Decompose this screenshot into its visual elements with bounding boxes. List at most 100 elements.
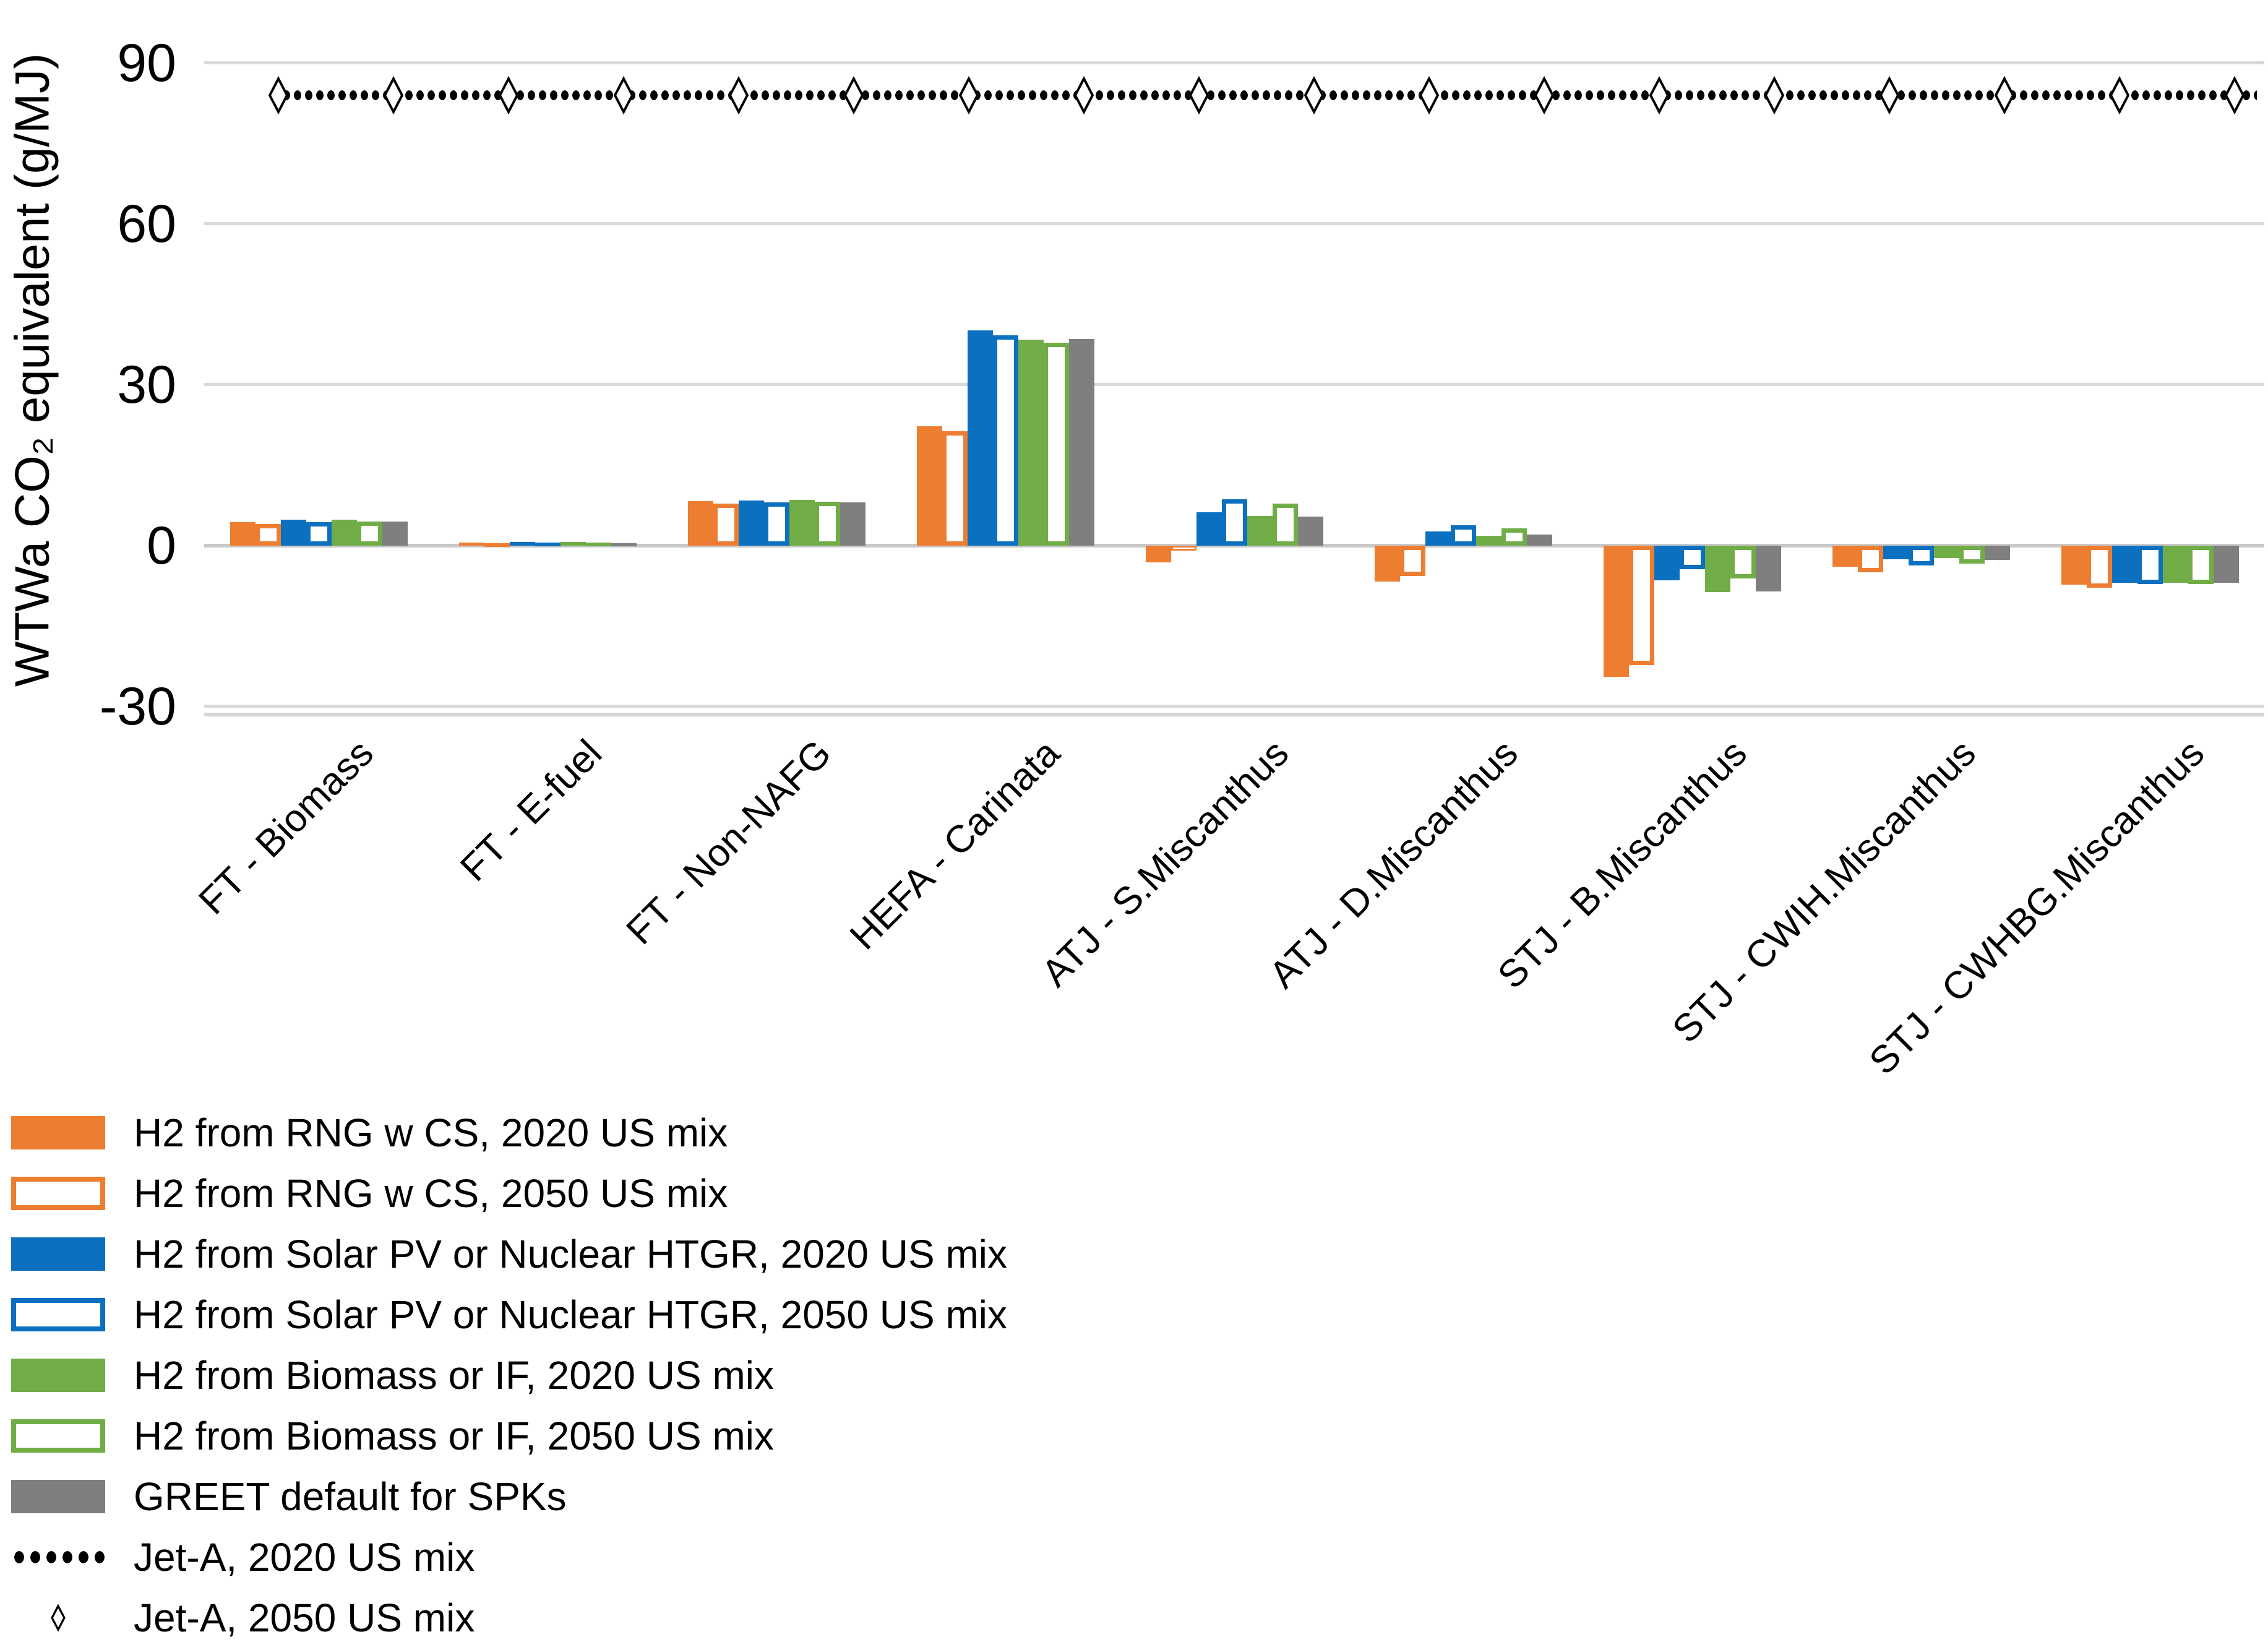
legend: H2 from RNG w CS, 2020 US mix H2 from RNG… (11, 1102, 1434, 1648)
bar (763, 502, 789, 546)
jet-a-2050-diamond-marker (498, 75, 519, 115)
y-tick-label: 60 (117, 194, 176, 254)
x-axis-label: HEFA - Carinata (841, 731, 1068, 958)
legend-item: GREET default for SPKs (11, 1466, 1434, 1527)
bar (992, 335, 1018, 546)
jet-a-2050-diamond-marker (958, 75, 979, 115)
bar (967, 330, 993, 546)
jet-a-2050-diamond-marker (1994, 75, 2015, 115)
bar (1730, 546, 1756, 578)
x-axis-label: STJ - B.Miscanthus (1489, 731, 1755, 997)
bar (1704, 546, 1730, 592)
bar (306, 522, 332, 546)
bar (1297, 517, 1323, 546)
legend-item: H2 from Solar PV or Nuclear HTGR, 2050 U… (11, 1284, 1434, 1345)
bar (1043, 343, 1069, 546)
jet-a-2050-diamond-marker (1534, 75, 1555, 115)
legend-label: H2 from RNG w CS, 2020 US mix (134, 1111, 728, 1155)
bar (484, 543, 510, 547)
bar (713, 503, 739, 546)
bar (1399, 546, 1425, 576)
legend-label: H2 from Biomass or IF, 2020 US mix (134, 1353, 774, 1398)
bar (1883, 546, 1909, 559)
legend-dotted-line-icon (11, 1551, 105, 1563)
gridline-0 (204, 544, 2264, 548)
x-axis-label: ATJ - S.Miscanthus (1033, 731, 1297, 995)
legend-label: Jet-A, 2050 US mix (134, 1596, 475, 1640)
bar (458, 542, 484, 546)
bar (230, 522, 256, 546)
jet-a-2050-diamond-marker (1188, 75, 1209, 115)
bar (1755, 546, 1781, 591)
jet-a-2050-diamond-marker (728, 75, 749, 115)
legend-item: Jet-A, 2020 US mix (11, 1527, 1434, 1588)
legend-label: H2 from Biomass or IF, 2050 US mix (134, 1414, 774, 1458)
bar (2061, 546, 2087, 585)
bar (1018, 340, 1044, 546)
gridline--30 (204, 705, 2264, 708)
bar (356, 521, 382, 546)
legend-swatch-solid (11, 1480, 105, 1513)
bar (2213, 546, 2239, 583)
bar (611, 543, 637, 546)
y-tick-label: 30 (117, 354, 176, 415)
bar (1145, 546, 1171, 562)
legend-swatch-hollow (11, 1177, 105, 1210)
bar (1857, 546, 1883, 573)
bar (535, 542, 561, 546)
gridline-30 (204, 382, 2264, 386)
bar (280, 520, 306, 546)
legend-item: H2 from Biomass or IF, 2020 US mix (11, 1345, 1434, 1406)
x-axis-label: FT - E-fuel (452, 731, 611, 890)
bar (1679, 546, 1705, 570)
bar (840, 502, 866, 546)
diamond-icon (51, 1604, 66, 1632)
legend-item: Jet-A, 2050 US mix (11, 1588, 1434, 1648)
jet-a-2050-diamond-marker (843, 75, 864, 115)
bar (942, 431, 968, 546)
jet-a-2050-diamond-marker (1304, 75, 1325, 115)
bar (1654, 546, 1680, 581)
bar (1908, 546, 1934, 566)
bar (1171, 546, 1196, 551)
x-axis-label: ATJ - D.Miscanthus (1261, 731, 1526, 997)
x-axis-line (204, 713, 2264, 716)
bar (916, 426, 942, 546)
y-axis-title: WTWa CO₂ equivalent (g/MJ) (4, 53, 59, 687)
y-tick-label: 0 (147, 516, 176, 575)
bar (2086, 546, 2112, 588)
legend-swatch-hollow (11, 1298, 105, 1331)
legend-label: H2 from Solar PV or Nuclear HTGR, 2020 U… (134, 1232, 1007, 1276)
jet-a-2050-diamond-marker (1879, 75, 1900, 115)
bar (1374, 546, 1400, 582)
jet-a-2050-diamond-marker (2224, 75, 2245, 115)
bar (1501, 528, 1527, 546)
bar (1526, 534, 1552, 546)
legend-label: GREET default for SPKs (134, 1474, 567, 1519)
jet-a-2050-diamond-marker (2109, 75, 2130, 115)
gridline-90 (204, 61, 2264, 64)
jet-a-2050-diamond-marker (1649, 75, 1670, 115)
bar (1832, 546, 1858, 567)
jet-a-2020-dotted-line (270, 90, 2257, 100)
bar (1196, 512, 1222, 546)
bar (814, 501, 840, 546)
legend-item: H2 from Biomass or IF, 2050 US mix (11, 1406, 1434, 1466)
bar (1984, 546, 2010, 561)
jet-a-2050-diamond-marker (1764, 75, 1785, 115)
legend-item: H2 from Solar PV or Nuclear HTGR, 2020 U… (11, 1224, 1434, 1284)
y-tick-label: 90 (117, 33, 176, 93)
jet-a-2050-diamond-marker (383, 75, 404, 115)
jet-a-2050-diamond-marker (613, 75, 634, 115)
jet-a-2050-diamond-marker (1073, 75, 1094, 115)
bar (1475, 535, 1501, 546)
legend-label: H2 from Solar PV or Nuclear HTGR, 2050 U… (134, 1292, 1007, 1337)
bar (509, 541, 535, 546)
bar (1425, 531, 1451, 546)
bar (1221, 499, 1247, 546)
bar (585, 542, 611, 546)
legend-item: H2 from RNG w CS, 2050 US mix (11, 1163, 1434, 1224)
legend-swatch-hollow (11, 1419, 105, 1453)
legend-label: H2 from RNG w CS, 2050 US mix (134, 1171, 728, 1216)
